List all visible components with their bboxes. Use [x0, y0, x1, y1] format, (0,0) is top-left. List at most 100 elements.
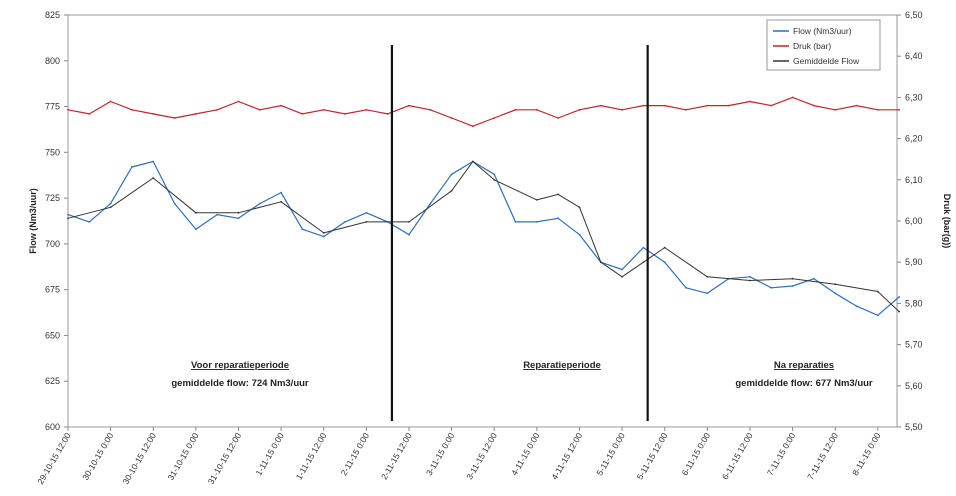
- data-point-series-0: [642, 246, 645, 249]
- data-point-series-2: [472, 160, 474, 163]
- data-point-series-0: [429, 202, 432, 205]
- data-point-series-2: [195, 211, 197, 214]
- data-point-series-0: [237, 217, 240, 220]
- data-point-series-2: [450, 189, 453, 192]
- y-right-tick-label: 6,40: [905, 51, 923, 61]
- data-point-series-1: [557, 117, 560, 119]
- data-point-series-1: [834, 108, 837, 111]
- annotation-title-1: Reparatieperiode: [523, 360, 601, 371]
- data-point-series-0: [280, 191, 282, 194]
- data-point-series-2: [706, 275, 709, 278]
- y-right-tick-label: 5,60: [905, 381, 923, 391]
- y-left-tick-label: 800: [45, 56, 60, 66]
- data-point-series-1: [663, 104, 666, 107]
- series-2-group: [67, 160, 900, 313]
- data-point-series-1: [493, 117, 496, 119]
- data-point-series-0: [898, 296, 900, 298]
- data-point-series-1: [535, 108, 538, 111]
- data-point-series-2: [578, 206, 581, 209]
- y-left-tick-label: 650: [45, 330, 60, 340]
- data-point-series-1: [727, 104, 730, 107]
- data-point-series-0: [557, 217, 560, 220]
- data-point-series-2: [493, 178, 496, 181]
- data-point-series-1: [429, 108, 432, 111]
- data-point-series-2: [663, 246, 666, 249]
- series-line-1: [67, 96, 900, 127]
- data-point-series-2: [557, 193, 560, 196]
- data-point-series-0: [301, 228, 304, 231]
- y-right-axis-title: Druk (bar(g)): [942, 194, 952, 249]
- series-line-0: [67, 160, 900, 316]
- data-point-series-2: [408, 221, 410, 223]
- y-right-tick-label: 6,10: [905, 175, 923, 185]
- data-point-series-1: [216, 108, 219, 111]
- data-point-series-2: [749, 279, 751, 282]
- y-left-tick-label: 600: [45, 422, 60, 432]
- data-point-series-0: [152, 160, 155, 163]
- data-point-series-2: [109, 206, 112, 209]
- data-point-series-1: [365, 108, 368, 111]
- annotation-text-0: gemiddelde flow: 724 Nm3/uur: [171, 378, 309, 389]
- data-point-series-0: [216, 213, 219, 216]
- data-point-series-2: [898, 310, 900, 313]
- data-point-series-1: [706, 104, 709, 107]
- data-point-series-2: [642, 261, 645, 264]
- data-point-series-2: [322, 232, 325, 234]
- data-point-series-1: [152, 113, 155, 115]
- data-point-series-1: [813, 104, 815, 107]
- y-left-axis-title: Flow (Nm3/uur): [28, 188, 38, 254]
- data-point-series-0: [813, 277, 815, 280]
- data-point-series-0: [322, 235, 325, 238]
- data-point-series-1: [514, 108, 517, 111]
- data-point-series-2: [152, 177, 155, 179]
- data-point-series-1: [770, 104, 773, 107]
- data-point-series-0: [109, 202, 112, 205]
- data-point-series-2: [67, 217, 69, 220]
- series-1-group: [67, 96, 900, 128]
- data-point-series-1: [386, 113, 389, 115]
- data-point-series-2: [237, 211, 240, 214]
- y-left-tick-label: 625: [45, 376, 60, 386]
- data-point-series-1: [408, 104, 410, 107]
- data-point-series-0: [791, 285, 794, 287]
- y-left-tick-label: 675: [45, 285, 60, 295]
- data-point-series-0: [514, 221, 517, 223]
- legend-label-2: Gemiddelde Flow: [793, 56, 860, 66]
- data-point-series-0: [258, 202, 261, 205]
- data-point-series-0: [834, 292, 837, 295]
- y-left-tick-label: 825: [45, 10, 60, 20]
- data-point-series-0: [621, 268, 623, 271]
- y-left-tick-label: 725: [45, 193, 60, 203]
- data-point-series-0: [88, 221, 91, 223]
- data-point-series-1: [131, 108, 133, 111]
- data-point-series-1: [599, 104, 602, 107]
- data-point-series-2: [791, 277, 794, 280]
- data-point-series-0: [173, 202, 176, 205]
- annotation-title-0: Voor reparatieperiode: [191, 360, 289, 371]
- data-point-series-1: [472, 125, 474, 128]
- data-point-series-0: [706, 292, 709, 295]
- data-point-series-0: [67, 213, 69, 216]
- y-left-tick-label: 775: [45, 102, 60, 112]
- data-point-series-0: [876, 314, 879, 317]
- data-point-series-1: [237, 100, 240, 103]
- data-point-series-1: [642, 104, 645, 107]
- data-point-series-1: [195, 113, 197, 115]
- annotation-text-2: gemiddelde flow: 677 Nm3/uur: [735, 378, 873, 389]
- y-left-tick-label: 700: [45, 239, 60, 249]
- data-point-series-0: [408, 233, 410, 236]
- data-point-series-0: [663, 261, 666, 264]
- data-point-series-0: [131, 166, 133, 168]
- y-right-tick-label: 5,80: [905, 298, 923, 308]
- data-point-series-2: [365, 221, 368, 223]
- data-point-series-0: [493, 173, 496, 176]
- divider-layer: [390, 45, 649, 421]
- data-point-series-1: [109, 100, 112, 103]
- data-point-series-1: [450, 117, 453, 119]
- y-right-tick-label: 6,00: [905, 216, 923, 226]
- data-point-series-2: [876, 290, 879, 293]
- legend: Flow (Nm3/uur) Druk (bar) Gemiddelde Flow: [766, 19, 881, 71]
- data-point-series-2: [621, 275, 623, 278]
